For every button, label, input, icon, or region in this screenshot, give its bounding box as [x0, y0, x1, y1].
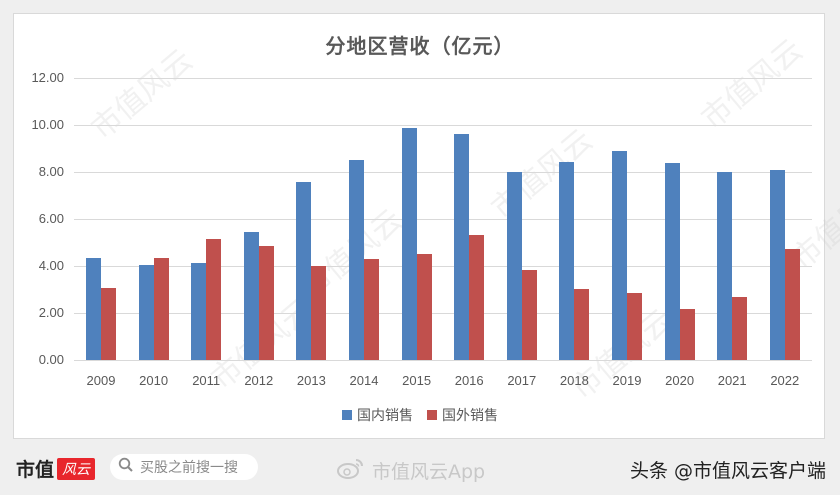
x-tick-label: 2013: [296, 373, 326, 388]
chart-title: 分地区营收（亿元）: [325, 34, 515, 58]
x-tick-label: 2022: [770, 373, 800, 388]
bar-foreign-2015: [416, 254, 432, 360]
bar-domestic-2014: [349, 160, 364, 360]
x-tick-label: 2009: [86, 373, 116, 388]
y-tick-label: 0.00: [38, 352, 64, 367]
bar-domestic-2012: [243, 231, 259, 360]
gridline: [74, 78, 812, 79]
brand-logo[interactable]: 市值 风云: [16, 455, 96, 482]
bar-foreign-2018: [574, 288, 590, 360]
x-tick-label: 2020: [665, 373, 695, 388]
logo-badge: 风云: [57, 457, 96, 480]
y-tick-label: 12.00: [31, 70, 64, 85]
gridline: [74, 172, 812, 173]
bar-foreign-2022: [784, 249, 800, 360]
bar-domestic-2011: [191, 263, 207, 360]
bar-domestic-2009: [86, 258, 101, 360]
gridline: [74, 125, 812, 126]
x-tick-label: 2021: [717, 373, 747, 388]
source-credit: 头条 @市值风云客户端: [629, 460, 826, 482]
y-tick-label: 10.00: [31, 117, 64, 132]
x-tick-label: 2012: [244, 373, 274, 388]
bar-domestic-2016: [454, 133, 470, 360]
x-tick-label: 2011: [192, 373, 221, 388]
x-tick-label: 2016: [454, 373, 484, 388]
legend-item-domestic: 国内销售: [342, 405, 413, 425]
chart-frame: [13, 13, 825, 439]
bar-domestic-2021: [717, 172, 733, 360]
y-tick-label: 4.00: [38, 258, 64, 273]
y-tick-label: 6.00: [38, 211, 64, 226]
weibo-watermark: 市值风云App: [336, 456, 485, 485]
bar-domestic-2022: [769, 170, 785, 360]
logo-text: 市值: [16, 459, 55, 481]
bar-domestic-2019: [612, 151, 627, 360]
gridline: [74, 219, 812, 220]
bar-foreign-2009: [101, 288, 116, 360]
y-tick-label: 2.00: [38, 305, 64, 320]
weibo-icon: [336, 456, 366, 485]
bar-foreign-2020: [679, 308, 695, 360]
legend-label: 国外销售: [442, 408, 498, 424]
gridline: [74, 360, 812, 361]
x-tick-label: 2010: [139, 373, 169, 388]
bar-domestic-2015: [401, 128, 417, 360]
bar-domestic-2010: [138, 264, 154, 360]
legend-swatch-red: [427, 410, 437, 420]
gridline: [74, 313, 812, 314]
x-tick-label: 2015: [402, 373, 432, 388]
x-tick-label: 2014: [349, 373, 379, 388]
bar-foreign-2011: [206, 238, 222, 360]
legend-label: 国内销售: [357, 408, 413, 424]
bar-foreign-2010: [153, 258, 169, 360]
x-tick-label: 2019: [612, 373, 642, 388]
bar-foreign-2016: [469, 235, 485, 360]
legend-swatch-blue: [342, 410, 352, 420]
bar-foreign-2012: [258, 245, 274, 360]
bar-domestic-2020: [664, 163, 680, 360]
x-tick-label: 2017: [507, 373, 537, 388]
y-tick-label: 8.00: [38, 164, 64, 179]
bar-domestic-2018: [559, 162, 575, 360]
x-tick-label: 2018: [559, 373, 589, 388]
bar-foreign-2017: [521, 269, 537, 360]
search-icon: [118, 457, 134, 477]
weibo-text: 市值风云App: [372, 461, 486, 483]
bar-domestic-2013: [296, 182, 312, 360]
search-placeholder: 买股之前搜一搜: [140, 460, 238, 476]
bar-domestic-2017: [506, 172, 522, 360]
bar-foreign-2013: [311, 265, 327, 360]
bar-foreign-2021: [732, 297, 748, 360]
bar-foreign-2019: [627, 293, 642, 360]
gridline: [74, 266, 812, 267]
bar-foreign-2014: [364, 259, 379, 360]
chart-legend: 国内销售 国外销售: [0, 405, 840, 425]
legend-item-foreign: 国外销售: [427, 405, 498, 425]
search-box[interactable]: 买股之前搜一搜: [110, 454, 258, 480]
